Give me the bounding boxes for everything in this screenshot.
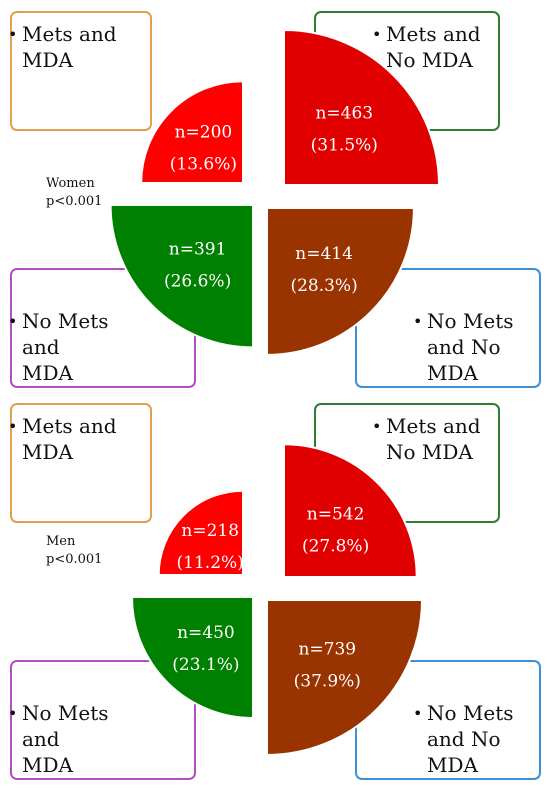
data-label-pct: (26.6%)	[164, 271, 231, 291]
legend-text: Mets and	[22, 22, 117, 46]
data-label-pct: (11.2%)	[177, 553, 244, 573]
bullet-icon: •	[8, 312, 18, 331]
data-label-n: n=542	[307, 504, 365, 524]
pie-svg: n=200 (13.6%) n=463 (31.5%) n=391 (26.6%) n=41…	[109, 28, 441, 356]
legend-text: MDA	[427, 753, 478, 777]
pie-slice-nomets-nomda	[266, 207, 415, 356]
legend-text: No MDA	[386, 440, 473, 464]
bullet-icon: •	[372, 417, 382, 436]
bullet-icon: •	[372, 25, 382, 44]
legend-text: No Mets	[427, 701, 514, 725]
legend-text: and No	[427, 335, 501, 359]
data-label-n: n=463	[315, 104, 373, 124]
legend-text: No MDA	[386, 48, 473, 72]
legend-text: No Mets	[22, 309, 109, 333]
legend-text: No Mets	[22, 701, 109, 725]
pie-slice-mets-mda	[157, 489, 244, 576]
data-label-n: n=414	[295, 244, 353, 264]
data-label-n: n=391	[169, 239, 227, 259]
group-note: Women p<0.001	[46, 175, 102, 211]
legend-text: MDA	[22, 440, 73, 464]
data-label-pct: (23.1%)	[172, 655, 239, 675]
note-line: p<0.001	[46, 194, 103, 209]
bullet-icon: •	[413, 312, 423, 331]
chart-men: • Mets and MDA • Mets and No MDA • No Mets and MD…	[0, 392, 550, 787]
pie-slice-nomets-nomda	[266, 599, 424, 757]
legend-text: MDA	[22, 48, 73, 72]
pie-svg: n=218 (11.2%) n=542 (27.8%) n=450 (23.1%) n=73…	[130, 443, 424, 757]
legend-text: No Mets	[427, 309, 514, 333]
pie-slice-nomets-mda	[130, 596, 254, 720]
legend-text: MDA	[427, 361, 478, 385]
legend-text: Mets and	[386, 414, 481, 438]
bullet-icon: •	[8, 704, 18, 723]
bullet-icon: •	[8, 25, 18, 44]
bullet-icon: •	[8, 417, 18, 436]
data-label-pct: (13.6%)	[170, 154, 237, 174]
data-label-pct: (28.3%)	[290, 276, 357, 296]
data-label-n: n=218	[181, 521, 239, 541]
note-line: Men	[46, 534, 76, 549]
pie-slice-nomets-mda	[109, 204, 254, 349]
data-label-n: n=450	[177, 623, 235, 643]
legend-box-nomets-nomda: • No Mets and No MDA	[355, 268, 541, 388]
pie-slice-mets-nomda	[283, 443, 418, 578]
group-note: Men p<0.001	[46, 533, 102, 569]
data-label-pct: (31.5%)	[311, 136, 378, 156]
data-label-pct: (27.8%)	[302, 536, 369, 556]
chart-women: • Mets and MDA • Mets and No MDA • No Mets and MD…	[8, 11, 541, 388]
pie-slice-mets-mda	[140, 80, 244, 184]
legend-text: Mets and	[22, 414, 117, 438]
legend-text: and	[22, 727, 60, 751]
legend-text: and No	[427, 727, 501, 751]
legend-text: Mets and	[386, 22, 481, 46]
legend-text: MDA	[22, 361, 73, 385]
data-label-n: n=739	[298, 639, 356, 659]
data-label-pct: (37.9%)	[294, 671, 361, 691]
legend-box-mets-mda: • Mets and MDA	[8, 11, 152, 131]
legend-text: MDA	[22, 753, 73, 777]
bullet-icon: •	[413, 704, 423, 723]
legend-text: and	[22, 335, 60, 359]
note-line: Women	[46, 176, 95, 191]
data-label-n: n=200	[175, 122, 233, 142]
pie-slice-mets-nomda	[283, 28, 441, 186]
legend-box-mets-mda: • Mets and MDA	[8, 403, 152, 523]
note-line: p<0.001	[46, 552, 103, 567]
